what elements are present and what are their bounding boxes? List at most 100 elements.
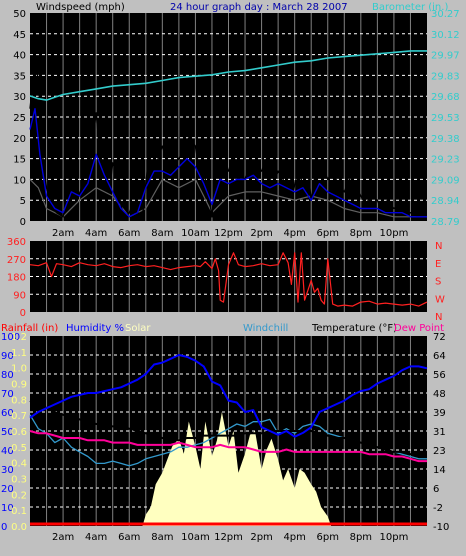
x-tick-label-top: 10pm [380, 228, 409, 239]
x-tick-label-bottom: 6am [118, 532, 140, 543]
barometer-axis-label: Barometer (in.) [372, 2, 448, 13]
humidity-tick-label: 90 [1, 351, 14, 362]
rainfall-tick-label: 1.0 [11, 364, 27, 375]
windspeed-tick-label: 40 [13, 51, 26, 62]
windspeed-tick-label: 20 [13, 134, 26, 145]
x-tick-label-top: 2pm [250, 228, 272, 239]
barometer-tick-label: 29.53 [431, 113, 460, 124]
rainfall-axis-label: Rainfall (in) [1, 323, 58, 334]
x-tick-label-bottom: 12pm [214, 532, 243, 543]
label-layer: 2am 2am 4am 4am 6am 6am 8am 8am 10am 10am 12pm 12pm… [1, 9, 460, 543]
temperature-tick-label: 39 [433, 408, 446, 419]
compass-tick-label: E [435, 259, 441, 270]
rainfall-tick-label: 0.2 [11, 490, 27, 501]
x-tick-label-top: 4am [85, 228, 107, 239]
humidity-tick-label: 40 [1, 446, 14, 457]
x-tick-label-bottom: 10pm [380, 532, 409, 543]
compass-tick-label: N [435, 241, 442, 252]
compass-tick-label: W [435, 294, 445, 305]
x-tick-label-top: 4pm [283, 228, 305, 239]
rainfall-tick-label: 0.8 [11, 395, 27, 406]
rainfall-tick-label: 0.5 [11, 443, 27, 454]
rainfall-tick-label: 1.1 [11, 348, 27, 359]
solar-axis-label: Solar [125, 323, 151, 334]
temperature-tick-label: 14 [433, 465, 446, 476]
x-tick-label-bottom: 4am [85, 532, 107, 543]
temperature-line [29, 400, 427, 458]
rainfall-tick-label: 0.6 [11, 427, 27, 438]
temperature-tick-label: 72 [433, 332, 446, 343]
barometer-tick-label: 30.27 [431, 9, 460, 20]
direction-tick-label: 270 [7, 255, 26, 266]
temperature-tick-label: 31 [433, 427, 446, 438]
wind-direction-line [29, 252, 428, 307]
x-tick-label-top: 12pm [214, 228, 243, 239]
x-tick-label-bottom: 10am [181, 532, 210, 543]
barometer-line [29, 50, 427, 101]
temperature-tick-label: 64 [433, 351, 446, 362]
temperature-axis-label: Temperature (°F) [311, 323, 397, 334]
windspeed-axis-label: Windspeed (mph) [36, 2, 125, 13]
barometer-tick-label: 29.23 [431, 155, 460, 166]
humidity-tick-label: 60 [1, 408, 14, 419]
rainfall-tick-label: 0.1 [11, 506, 27, 517]
windspeed-tick-label: 30 [13, 92, 26, 103]
humidity-tick-label: 80 [1, 370, 14, 381]
direction-tick-label: 90 [13, 290, 26, 301]
rainfall-tick-label: 1.2 [11, 332, 27, 343]
x-tick-label-top: 2am [52, 228, 74, 239]
dewpoint-line [29, 430, 427, 463]
x-tick-label-top: 8am [151, 228, 173, 239]
humidity-tick-label: 20 [1, 484, 14, 495]
humidity-tick-label: 10 [1, 503, 14, 514]
windspeed-tick-label: 50 [13, 9, 26, 20]
humidity-tick-label: 70 [1, 389, 14, 400]
temperature-tick-label: 23 [433, 446, 446, 457]
barometer-tick-label: 29.83 [431, 71, 460, 82]
temperature-tick-label: 48 [433, 389, 446, 400]
data-layer [29, 50, 428, 526]
dewpoint-axis-label: Dew Point [394, 323, 444, 334]
rainfall-tick-label: 0.4 [11, 459, 27, 470]
windspeed-tick-label: 15 [13, 155, 26, 166]
barometer-tick-label: 28.94 [431, 196, 460, 207]
windspeed-line [29, 62, 427, 218]
humidity-axis-label: Humidity % [66, 323, 124, 334]
humidity-tick-label: 100 [1, 332, 20, 343]
wind-average-line [29, 107, 427, 218]
x-tick-label-top: 6am [118, 228, 140, 239]
humidity-line [29, 354, 428, 438]
direction-tick-label: 0 [20, 308, 26, 319]
barometer-tick-label: 29.97 [431, 51, 460, 62]
temperature-tick-label: 56 [433, 370, 446, 381]
humidity-tick-label: 50 [1, 427, 14, 438]
barometer-tick-label: 28.79 [431, 217, 460, 228]
windspeed-tick-label: 45 [13, 30, 26, 41]
rainfall-tick-label: 0.7 [11, 411, 27, 422]
temperature-tick-label: -10 [433, 522, 449, 533]
humidity-tick-label: 0 [1, 522, 7, 533]
rainfall-tick-label: 0.0 [11, 522, 27, 533]
compass-tick-label: S [435, 277, 441, 288]
rainfall-tick-label: 0.9 [11, 380, 27, 391]
compass-tick-label: N [435, 312, 442, 323]
chart-title: 24 hour graph day : March 28 2007 [170, 2, 348, 13]
x-tick-label-bottom: 2pm [250, 532, 272, 543]
temperature-tick-label: -2 [433, 503, 443, 514]
windchill-axis-label: Windchill [243, 323, 288, 334]
windspeed-tick-label: 5 [20, 196, 26, 207]
x-tick-label-bottom: 2am [52, 532, 74, 543]
barometer-tick-label: 29.09 [431, 175, 460, 186]
windspeed-tick-label: 0 [20, 217, 26, 228]
solar-area [142, 412, 332, 526]
barometer-tick-label: 29.38 [431, 134, 460, 145]
temperature-tick-label: 6 [433, 484, 439, 495]
direction-tick-label: 180 [7, 273, 26, 284]
windspeed-tick-label: 10 [13, 175, 26, 186]
wind-gust-line [29, 178, 427, 218]
rainfall-tick-label: 0.3 [11, 475, 27, 486]
x-tick-label-bottom: 8am [151, 532, 173, 543]
x-tick-label-bottom: 8pm [350, 532, 372, 543]
x-tick-label-bottom: 4pm [283, 532, 305, 543]
